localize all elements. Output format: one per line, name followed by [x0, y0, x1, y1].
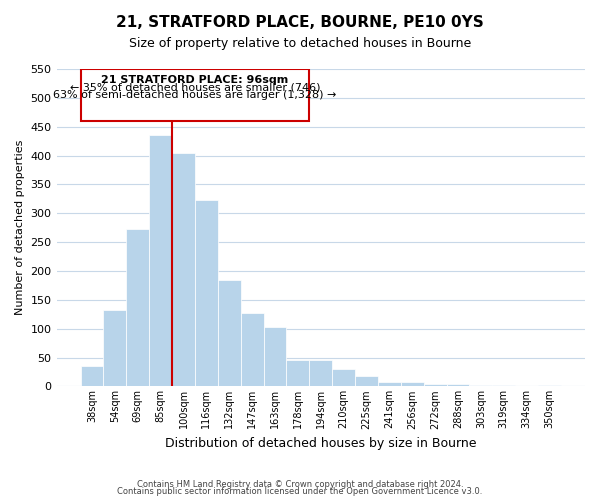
Bar	[310, 360, 332, 386]
Bar	[355, 376, 378, 386]
Bar	[103, 310, 127, 386]
Bar	[218, 280, 241, 386]
Bar	[378, 382, 401, 386]
Text: 21 STRATFORD PLACE: 96sqm: 21 STRATFORD PLACE: 96sqm	[101, 75, 289, 85]
Bar	[241, 312, 263, 386]
Bar	[424, 384, 446, 386]
Text: Contains HM Land Registry data © Crown copyright and database right 2024.: Contains HM Land Registry data © Crown c…	[137, 480, 463, 489]
Text: Contains public sector information licensed under the Open Government Licence v3: Contains public sector information licen…	[118, 487, 482, 496]
X-axis label: Distribution of detached houses by size in Bourne: Distribution of detached houses by size …	[165, 437, 476, 450]
Text: 21, STRATFORD PLACE, BOURNE, PE10 0YS: 21, STRATFORD PLACE, BOURNE, PE10 0YS	[116, 15, 484, 30]
Bar	[80, 366, 103, 386]
Bar	[286, 360, 310, 386]
Bar	[263, 327, 286, 386]
Text: Size of property relative to detached houses in Bourne: Size of property relative to detached ho…	[129, 38, 471, 51]
Bar	[172, 152, 195, 386]
Y-axis label: Number of detached properties: Number of detached properties	[15, 140, 25, 316]
Bar	[446, 384, 469, 386]
Bar	[332, 369, 355, 386]
Bar	[469, 384, 493, 386]
Bar	[149, 136, 172, 386]
Text: ← 35% of detached houses are smaller (746): ← 35% of detached houses are smaller (74…	[70, 83, 320, 93]
Bar	[401, 382, 424, 386]
FancyBboxPatch shape	[80, 69, 310, 121]
Bar	[538, 385, 561, 386]
Text: 63% of semi-detached houses are larger (1,328) →: 63% of semi-detached houses are larger (…	[53, 90, 337, 101]
Bar	[493, 385, 515, 386]
Bar	[195, 200, 218, 386]
Bar	[127, 229, 149, 386]
